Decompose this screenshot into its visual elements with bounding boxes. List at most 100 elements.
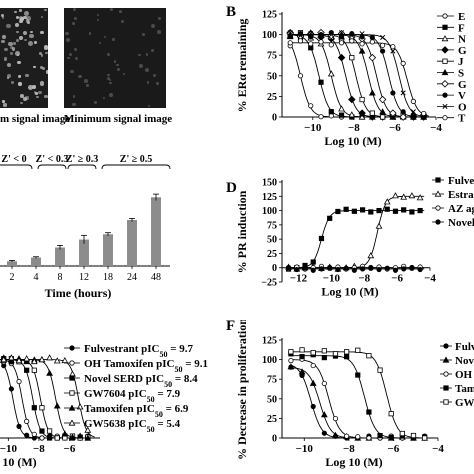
cell-spot <box>3 56 8 61</box>
y-axis-label: % Decrease in proliferation <box>235 320 249 460</box>
data-point <box>328 42 334 48</box>
zprime-bracket <box>0 164 33 170</box>
data-point <box>369 34 375 40</box>
data-point <box>368 89 376 96</box>
data-point <box>8 354 15 361</box>
data-point <box>369 110 375 116</box>
x-axis-label: Log 10 (M) <box>324 134 381 148</box>
cell-spot <box>43 45 48 51</box>
legend-name: GW5638 pIC <box>84 418 147 430</box>
cell-spot <box>12 41 17 46</box>
cell-spot <box>23 11 29 17</box>
x-tick-label: −8 <box>33 443 45 455</box>
data-point <box>400 60 406 66</box>
data-point <box>310 267 316 273</box>
cell-spot <box>39 81 45 86</box>
cell-spot <box>25 73 29 78</box>
cell-spot <box>44 94 48 99</box>
legend-label: Fulvestrant pIC50 = 9.7 <box>84 343 194 359</box>
data-point <box>302 265 308 271</box>
legend-label: Novel <box>455 355 474 367</box>
data-point <box>442 115 448 121</box>
bar <box>127 220 137 266</box>
data-point <box>24 418 30 424</box>
legend-label: Estra <box>448 189 474 201</box>
data-point <box>441 35 449 42</box>
data-point <box>434 190 442 197</box>
data-point <box>383 198 391 205</box>
cell-spot <box>106 76 111 81</box>
data-point <box>344 354 350 360</box>
er-degradation-pic50-chart: −10−8−6g 10 (M)Fulvestrant pIC50 = 9.7OH… <box>0 343 208 469</box>
data-point <box>24 432 30 438</box>
cell-spot <box>14 50 20 56</box>
cell-spot <box>156 81 159 85</box>
data-point <box>377 367 383 373</box>
fit-curve <box>0 359 95 439</box>
zprime-label: Z' < 0 <box>1 154 26 165</box>
cell-spot <box>73 16 78 20</box>
cell-spot <box>32 85 36 89</box>
cell-spot <box>122 72 126 76</box>
cell-spot <box>20 94 24 98</box>
data-point <box>309 379 317 386</box>
cell-spot <box>45 70 48 74</box>
x-axis-label: Log 10 (M) <box>321 285 378 299</box>
data-point <box>294 266 300 273</box>
data-point <box>442 13 448 19</box>
data-point <box>46 435 53 441</box>
data-point <box>384 206 390 212</box>
cell-spot <box>13 10 17 14</box>
cell-spot <box>93 100 97 104</box>
x-tick-label: −6 <box>64 443 76 455</box>
data-point <box>321 380 327 387</box>
fit-curve <box>290 359 431 439</box>
y-tick-label: 25 <box>267 92 277 103</box>
cell-spot <box>38 90 42 95</box>
cell-spot <box>145 53 149 56</box>
fit-curve <box>0 359 95 439</box>
data-point <box>367 252 375 259</box>
er-degradation-chart: −10 −8 −6 −4 0 25 50 75 100 125 Log 10 (M) % ERα re… <box>235 10 467 149</box>
data-point <box>84 434 92 441</box>
data-point <box>410 114 417 120</box>
cell-spot <box>116 63 119 67</box>
data-point <box>348 95 356 104</box>
panel-label-d: D <box>226 180 237 196</box>
cell-spot <box>16 39 20 43</box>
min-signal-micrograph <box>64 8 166 108</box>
data-point <box>366 353 372 359</box>
zprime-bracket <box>101 164 171 170</box>
cell-spot <box>2 35 6 39</box>
series-points <box>285 206 423 272</box>
cell-spot <box>73 8 77 11</box>
data-point <box>38 356 46 363</box>
y-tick-label: 0 <box>272 263 277 274</box>
data-point <box>39 435 45 441</box>
data-point <box>76 432 84 439</box>
y-tick-label: 75 <box>267 220 277 231</box>
legend-name: Novel SERD pIC <box>84 373 164 385</box>
data-point <box>392 208 399 214</box>
data-point <box>0 356 8 363</box>
cell-spot <box>99 41 102 45</box>
data-point <box>337 53 346 62</box>
y-tick-label: 25 <box>267 249 277 260</box>
cell-spot <box>25 96 29 100</box>
zprime-label: Z' ≥ 0.5 <box>120 154 152 165</box>
data-point <box>318 39 324 45</box>
cell-spot <box>107 53 111 57</box>
data-point <box>355 347 361 353</box>
legend-value: = 5.4 <box>155 418 181 430</box>
cell-spot <box>24 38 27 42</box>
series-points <box>0 354 92 441</box>
cell-spot <box>18 81 22 86</box>
data-point <box>321 430 327 436</box>
x-tick-label: −10 <box>0 443 17 455</box>
data-point <box>443 399 449 405</box>
cell-spot <box>108 92 113 97</box>
data-point <box>390 90 396 96</box>
data-point <box>359 31 365 37</box>
data-point <box>348 111 356 118</box>
y-tick-label: 0 <box>272 434 277 445</box>
